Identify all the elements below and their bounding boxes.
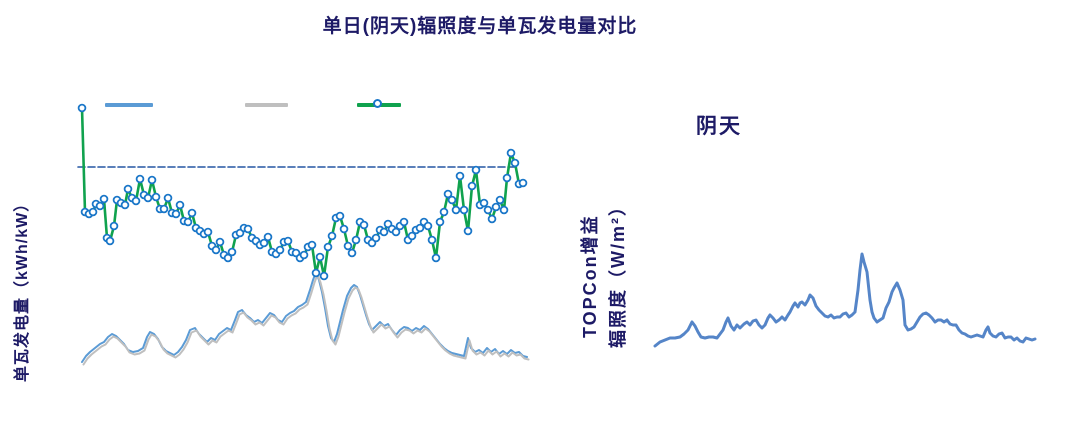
gain-green-marker: [105, 236, 115, 246]
gain-green-marker: [171, 209, 181, 219]
gain-green-marker: [351, 235, 361, 245]
gain-green-marker: [467, 181, 477, 191]
gain-green-marker: [339, 224, 349, 234]
gain-green-marker: [311, 268, 321, 278]
gain-green-marker: [439, 207, 449, 217]
gain-green-marker: [455, 171, 465, 181]
gain-green-marker: [275, 245, 285, 255]
gain-green-marker: [259, 238, 269, 248]
gain-green-marker: [88, 207, 98, 217]
gain-green-marker: [95, 201, 105, 211]
gain-green-marker: [319, 271, 329, 281]
gain-green-marker: [407, 231, 417, 241]
pv-gray-line: [82, 273, 530, 366]
gain-green-line: [80, 106, 525, 278]
right-chart-condition-label: 阴天: [696, 115, 742, 138]
gain-green-marker: [483, 205, 493, 215]
gain-green-marker: [463, 226, 473, 236]
gain-green-marker: [343, 241, 353, 251]
gain-green-marker: [399, 217, 409, 227]
gain-green-marker: [443, 189, 453, 199]
gain-green-marker: [227, 247, 237, 257]
legend-swatch-gray-line: [245, 103, 288, 107]
gain-green-marker: [327, 231, 337, 241]
legend-green-marker-icon: [373, 98, 382, 108]
gain-green-marker: [447, 195, 457, 205]
gain-green-marker: [143, 193, 153, 203]
gain-green-marker: [151, 192, 161, 202]
gain-green-marker: [415, 223, 425, 233]
gain-green-marker: [299, 250, 309, 260]
gain-green-marker: [203, 227, 213, 237]
gain-green-marker: [307, 240, 317, 250]
gain-green-marker: [359, 220, 369, 230]
irradiance-blue-line: [653, 252, 1037, 348]
gain-green-marker: [123, 184, 133, 194]
gain-green-marker: [147, 175, 157, 185]
gain-green-marker: [427, 235, 437, 245]
gain-green-marker: [347, 248, 357, 258]
gain-green-marker: [506, 148, 516, 158]
gain-green-marker: [315, 252, 325, 262]
gain-green-marker: [423, 221, 433, 231]
gain-green-marker: [109, 221, 119, 231]
right-chart: [653, 252, 1037, 348]
gain-green-marker: [491, 202, 501, 212]
gain-green-marker: [459, 205, 469, 215]
gain-green-marker: [183, 217, 193, 227]
gain-green-marker: [479, 198, 489, 208]
gain-green-marker: [510, 158, 520, 168]
gain-green-marker: [243, 224, 253, 234]
legend-swatch-blue-line: [105, 103, 153, 107]
gain-green-marker: [283, 236, 293, 246]
gain-green-marker: [323, 242, 333, 252]
gain-green-marker: [379, 227, 389, 237]
gain-green-marker: [77, 103, 87, 113]
gain-green-marker: [502, 173, 512, 183]
gain-green-marker: [175, 200, 185, 210]
gain-green-marker: [163, 193, 173, 203]
left-chart: [77, 103, 530, 366]
gain-green-marker: [159, 204, 169, 214]
gain-green-marker: [215, 237, 225, 247]
gain-green-marker: [135, 174, 145, 184]
gain-green-marker: [451, 205, 461, 215]
gain-green-marker: [371, 233, 381, 243]
gain-green-marker: [471, 165, 481, 175]
gain-green-marker: [518, 178, 528, 188]
pv-blue-line: [81, 271, 528, 363]
gain-green-marker: [223, 253, 233, 263]
gain-green-marker: [99, 194, 109, 204]
gain-green-marker: [391, 227, 401, 237]
chart-title: 单日(阴天)辐照度与单瓦发电量对比: [322, 16, 638, 37]
gain-green-marker: [120, 200, 130, 210]
gain-green-marker: [499, 205, 509, 215]
gain-green-marker: [487, 214, 497, 224]
gain-green-marker: [431, 253, 441, 263]
gain-green-marker: [211, 245, 221, 255]
gain-green-marker: [435, 217, 445, 227]
gain-green-marker: [335, 211, 345, 221]
gain-green-marker: [263, 232, 273, 242]
gain-green-marker: [131, 196, 141, 206]
gain-green-marker: [187, 208, 197, 218]
gain-green-marker: [495, 195, 505, 205]
